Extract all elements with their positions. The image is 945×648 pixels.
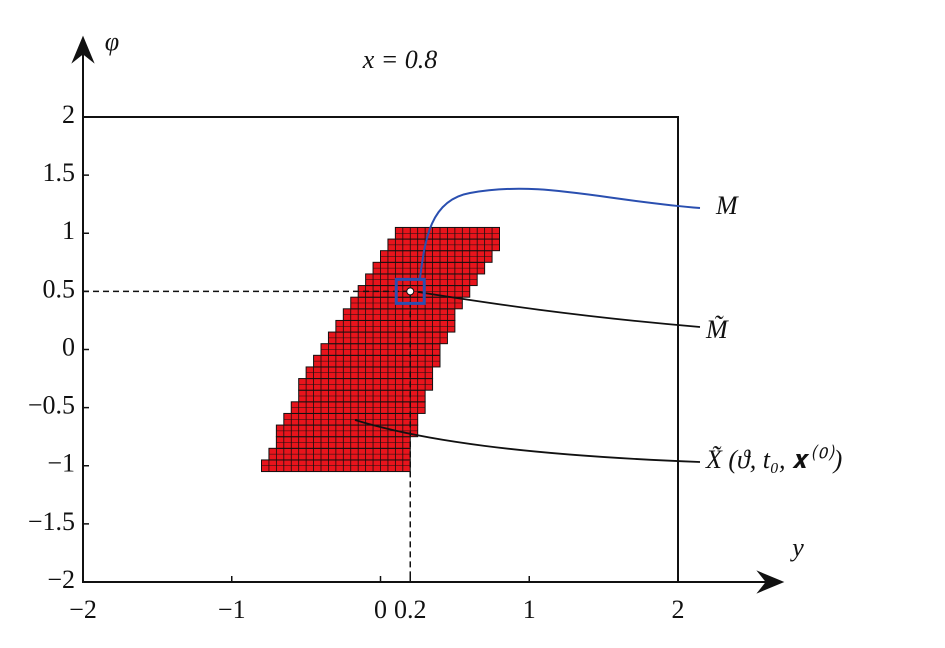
y-tick-label: −0.5: [28, 391, 75, 420]
x-tick-label: −2: [69, 595, 97, 624]
region-row: [313, 354, 441, 368]
y-tick-label: 1.5: [43, 158, 76, 187]
region-row: [283, 412, 419, 426]
region-row: [380, 250, 493, 263]
annotation: M̃: [705, 315, 729, 344]
region-row: [342, 308, 456, 321]
region-row: [320, 343, 441, 356]
y-tick-label: 0.5: [43, 274, 76, 303]
annotation: X̃ (ϑ, t₀, 𝐱⁽⁰⁾): [705, 444, 842, 474]
x-axis-label: y: [789, 533, 804, 562]
annotation: M: [715, 191, 739, 220]
x-tick-label: −1: [218, 595, 246, 624]
region-row: [290, 401, 426, 414]
x-tick-label: 2: [672, 595, 685, 624]
x-tick-label: 0: [374, 595, 387, 624]
region-row: [387, 238, 500, 252]
region-row: [275, 436, 411, 449]
region-row: [394, 226, 500, 240]
x-tick-label: 1: [523, 595, 536, 624]
annotation-leader: [354, 419, 701, 463]
chart-title: x = 0.8: [362, 45, 438, 74]
region-row: [327, 331, 448, 345]
region-row: [298, 378, 434, 391]
annotation-leader: [417, 291, 701, 328]
y-tick-label: 0: [62, 332, 75, 361]
region-row: [335, 319, 456, 333]
y-tick-label: 2: [62, 100, 75, 129]
y-tick-label: −1.5: [28, 507, 75, 536]
y-tick-label: −2: [47, 565, 75, 594]
annotation-leader: [419, 187, 701, 279]
region-row: [261, 459, 411, 473]
region-row: [305, 366, 434, 380]
y-tick-label: 1: [62, 216, 75, 245]
y-tick-label: −1: [47, 449, 75, 478]
region-row: [372, 261, 486, 275]
point: [406, 287, 415, 296]
region-row: [298, 389, 426, 403]
y-axis-label: φ: [105, 27, 119, 56]
highlight-box: [394, 277, 426, 305]
x-tick-label: 0.2: [394, 595, 427, 624]
region-row: [268, 447, 411, 461]
